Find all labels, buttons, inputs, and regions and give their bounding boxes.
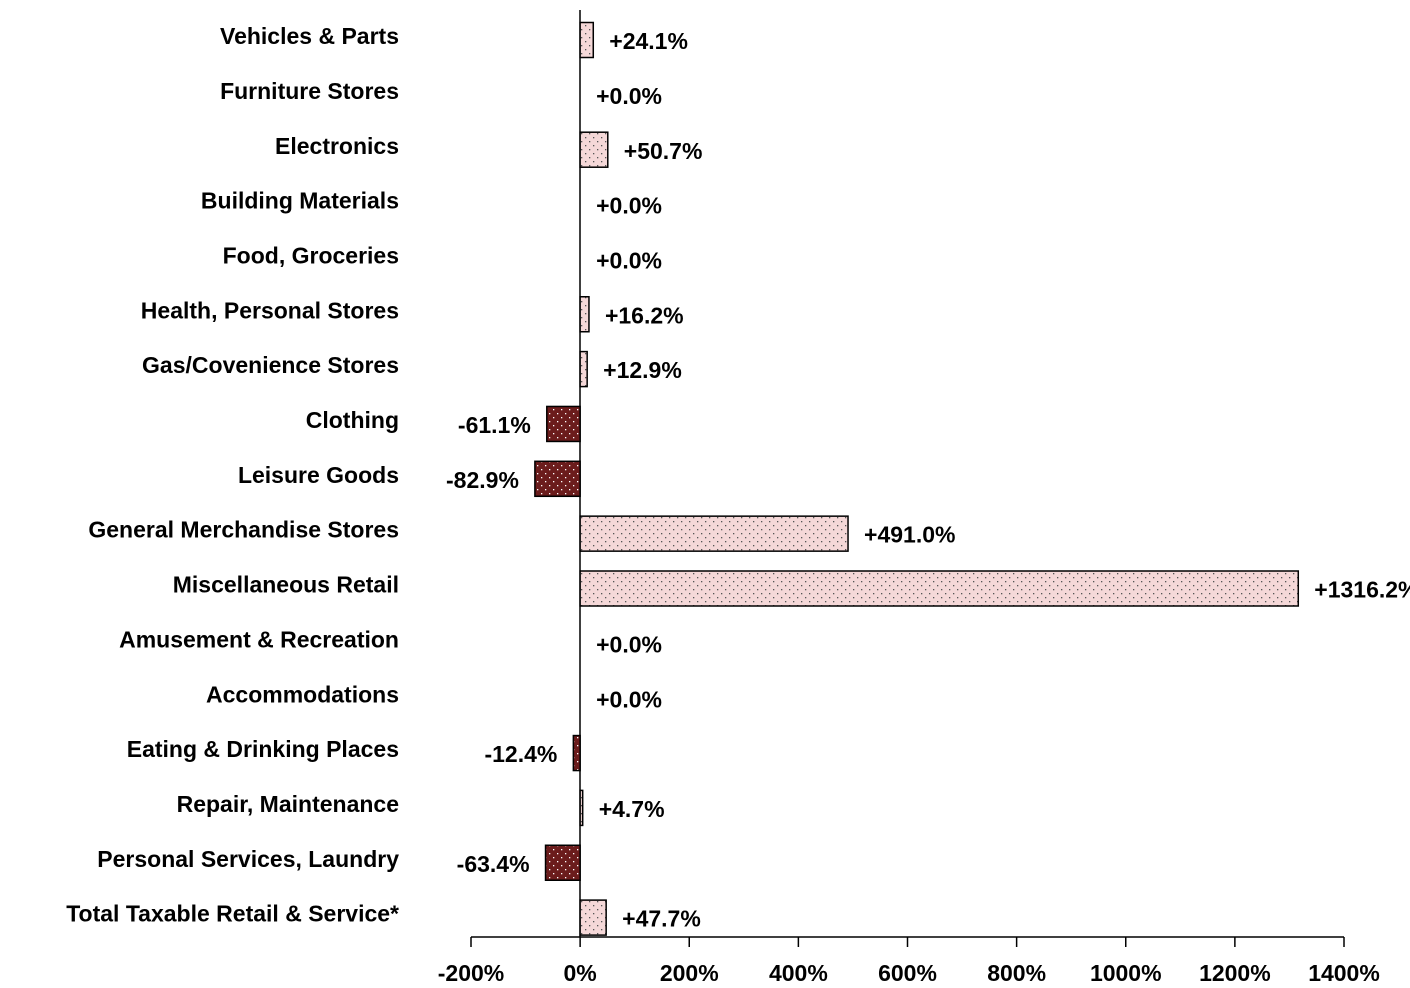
x-tick-label: 1200%	[1199, 960, 1271, 986]
value-label: +16.2%	[605, 302, 684, 328]
category-label: Gas/Covenience Stores	[142, 352, 399, 378]
value-label: +50.7%	[624, 138, 703, 164]
bar	[579, 350, 588, 388]
category-label: Electronics	[275, 133, 399, 159]
bar	[544, 844, 581, 881]
category-label: Building Materials	[201, 188, 399, 214]
value-label: +4.7%	[599, 796, 665, 822]
value-label: +0.0%	[596, 247, 662, 273]
x-tick-label: 800%	[987, 960, 1046, 986]
bar	[546, 405, 581, 443]
x-tick-label: 0%	[564, 960, 597, 986]
category-label: Miscellaneous Retail	[173, 572, 399, 598]
x-tick-label: 400%	[769, 960, 828, 986]
bar	[579, 296, 590, 333]
value-label: +0.0%	[596, 193, 662, 219]
category-label: Furniture Stores	[220, 78, 399, 104]
value-label: -12.4%	[484, 741, 557, 767]
category-label: Food, Groceries	[223, 242, 399, 268]
value-label: +0.0%	[596, 83, 662, 109]
bar	[579, 21, 595, 59]
value-label: -63.4%	[457, 851, 530, 877]
bar	[572, 734, 581, 772]
category-label: Personal Services, Laundry	[97, 846, 399, 872]
category-label: General Merchandise Stores	[88, 517, 399, 543]
value-label: -61.1%	[458, 412, 531, 438]
bar	[579, 899, 607, 936]
bar	[579, 570, 1300, 607]
value-label: +491.0%	[864, 522, 955, 548]
value-label: +47.7%	[622, 906, 701, 932]
x-tick-label: 200%	[660, 960, 719, 986]
category-label: Eating & Drinking Places	[127, 736, 399, 762]
bar	[534, 460, 581, 498]
x-tick-label: 1400%	[1308, 960, 1380, 986]
value-label: +0.0%	[596, 686, 662, 712]
value-label: -82.9%	[446, 467, 519, 493]
category-label: Total Taxable Retail & Service*	[66, 901, 399, 927]
category-label: Clothing	[306, 407, 399, 433]
bar	[579, 789, 584, 827]
bar	[579, 515, 849, 552]
value-label: +1316.2%	[1314, 577, 1410, 603]
category-label: Amusement & Recreation	[119, 626, 399, 652]
category-label: Accommodations	[206, 681, 399, 707]
category-label: Leisure Goods	[238, 462, 399, 488]
x-tick-label: -200%	[438, 960, 504, 986]
value-label: +12.9%	[603, 357, 682, 383]
category-label: Health, Personal Stores	[141, 297, 399, 323]
x-tick-label: 1000%	[1090, 960, 1162, 986]
category-label: Repair, Maintenance	[177, 791, 399, 817]
x-tick-label: 600%	[878, 960, 937, 986]
value-label: +0.0%	[596, 631, 662, 657]
category-label: Vehicles & Parts	[220, 23, 399, 49]
value-label: +24.1%	[609, 28, 688, 54]
bar	[579, 131, 609, 168]
